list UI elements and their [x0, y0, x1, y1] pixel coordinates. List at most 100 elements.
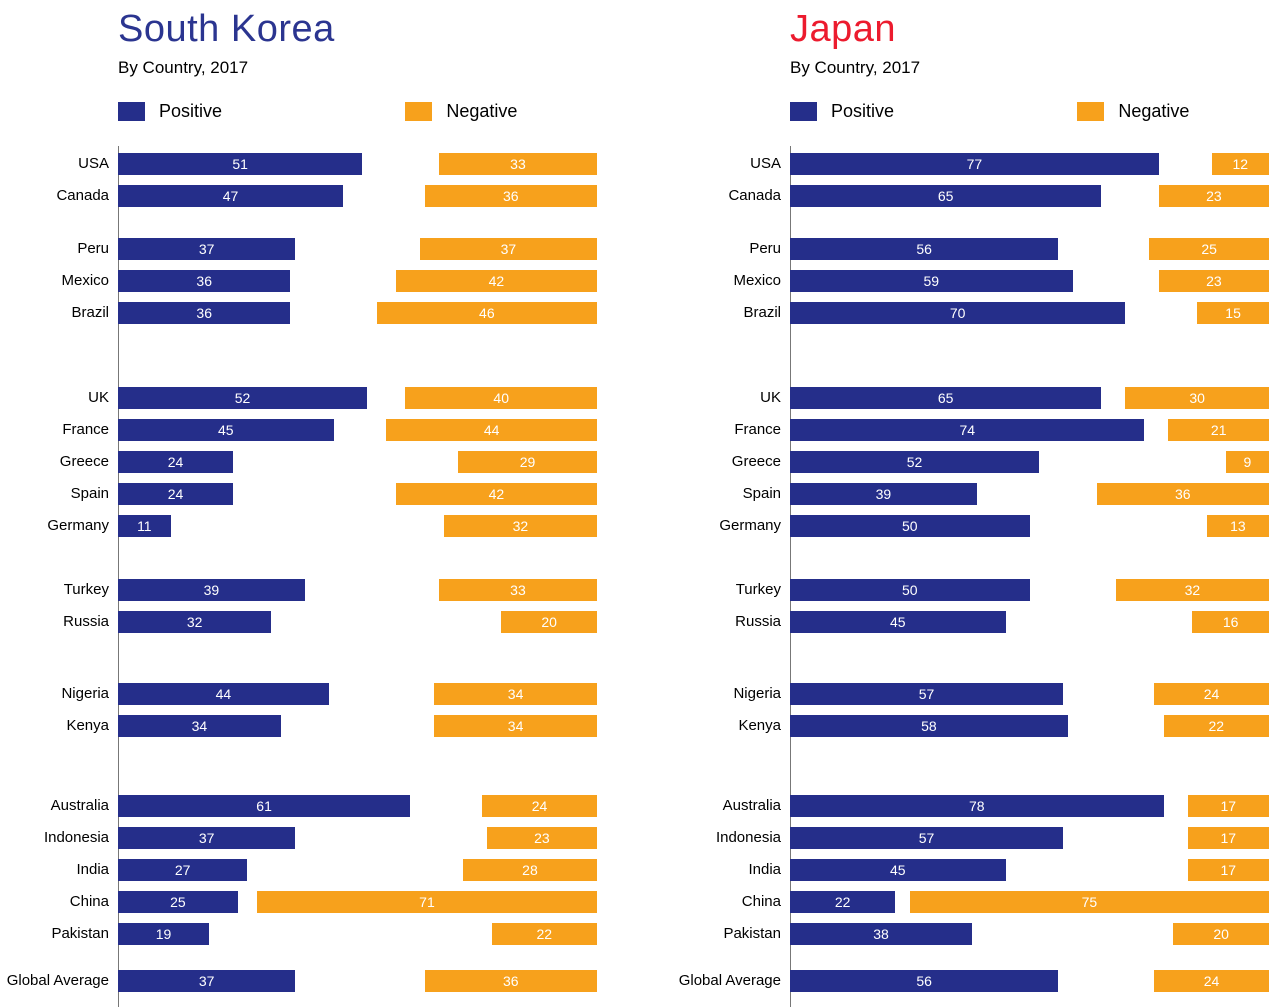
category-label: Brazil [743, 304, 781, 322]
bar-row: Pakistan 19 22 [0, 918, 597, 950]
category-label: Australia [722, 797, 781, 815]
positive-bar: 34 [118, 714, 281, 737]
legend: Positive Negative [118, 101, 597, 121]
category-label: India [748, 861, 781, 879]
bar-value-label: 25 [1201, 240, 1217, 257]
bar-value-label: 57 [918, 829, 935, 846]
bar-value-label: 71 [419, 893, 435, 910]
negative-bar: 42 [395, 482, 597, 505]
bar-row: Greece 52 9 [672, 446, 1269, 478]
category-label: Greece [59, 453, 109, 471]
bar-track: 44 34 [118, 682, 597, 705]
bar-value-label: 24 [167, 485, 184, 502]
category-label: Greece [731, 453, 781, 471]
bar-value-label: 32 [1184, 581, 1201, 598]
bar-value-label: 22 [1208, 717, 1225, 734]
positive-bar: 77 [790, 152, 1159, 175]
bar-value-label: 20 [541, 613, 557, 630]
bar-value-label: 58 [921, 717, 937, 734]
bar-value-label: 27 [174, 861, 191, 878]
positive-bar: 57 [790, 826, 1064, 849]
bar-value-label: 33 [510, 581, 526, 598]
bar-track: 37 36 [118, 969, 597, 992]
positive-bar: 37 [118, 826, 296, 849]
bar-row: China 25 71 [0, 886, 597, 918]
positive-bar: 32 [118, 610, 272, 633]
bar-row: India 27 28 [0, 854, 597, 886]
bar-value-label: 15 [1225, 304, 1241, 321]
bar-track: 24 29 [118, 450, 597, 473]
bar-track: 57 24 [790, 682, 1269, 705]
bar-value-label: 22 [834, 893, 851, 910]
bar-value-label: 23 [1206, 187, 1222, 204]
negative-bar: 17 [1187, 858, 1269, 881]
legend-item-negative: Negative [405, 101, 517, 122]
bar-value-label: 65 [937, 389, 954, 406]
bar-value-label: 12 [1232, 155, 1249, 172]
bar-value-label: 46 [479, 304, 495, 321]
category-label: USA [78, 155, 109, 173]
bar-value-label: 34 [191, 717, 208, 734]
bar-row: Mexico 36 42 [0, 265, 597, 297]
bar-row: India 45 17 [672, 854, 1269, 886]
bar-value-label: 9 [1243, 453, 1252, 470]
category-label: Turkey [63, 581, 109, 599]
bar-row: Brazil 36 46 [0, 297, 597, 329]
category-label: UK [760, 389, 781, 407]
negative-bar: 12 [1211, 152, 1269, 175]
category-label: Pakistan [723, 925, 781, 943]
legend-label-positive: Positive [159, 100, 223, 121]
bar-track: 11 32 [118, 514, 597, 537]
bar-row: USA 77 12 [672, 148, 1269, 180]
bar-value-label: 59 [923, 272, 940, 289]
bar-value-label: 50 [901, 581, 918, 598]
bar-value-label: 23 [1206, 272, 1222, 289]
category-label: USA [750, 155, 781, 173]
chart-rows: USA 77 12 Canada 65 23 Peru 56 25 Mexico 59 23 Brazi… [672, 145, 1269, 1007]
positive-bar: 74 [790, 418, 1145, 441]
negative-bar: 23 [486, 826, 597, 849]
positive-bar: 44 [118, 682, 329, 705]
category-label: Russia [735, 613, 781, 631]
negative-bar: 9 [1225, 450, 1269, 473]
bar-value-label: 17 [1220, 861, 1237, 878]
category-label: Global Average [678, 972, 781, 990]
positive-bar: 39 [118, 578, 305, 601]
category-label: Germany [47, 517, 109, 535]
bar-value-label: 36 [1174, 485, 1191, 502]
bar-value-label: 77 [966, 155, 983, 172]
bar-track: 51 33 [118, 152, 597, 175]
bar-row: Nigeria 44 34 [0, 678, 597, 710]
negative-bar: 33 [438, 152, 597, 175]
bar-track: 25 71 [118, 890, 597, 913]
negative-bar: 20 [1173, 922, 1269, 945]
category-label: Australia [50, 797, 109, 815]
negative-bar: 36 [424, 184, 597, 207]
bar-value-label: 42 [488, 485, 505, 502]
negative-bar: 29 [458, 450, 597, 473]
bar-value-label: 32 [512, 517, 529, 534]
bar-value-label: 24 [531, 797, 548, 814]
bar-track: 36 46 [118, 301, 597, 324]
negative-bar: 44 [386, 418, 597, 441]
bar-value-label: 33 [510, 155, 526, 172]
bar-row: Australia 61 24 [0, 790, 597, 822]
bar-value-label: 37 [198, 829, 215, 846]
positive-bar: 45 [790, 858, 1006, 881]
bar-value-label: 21 [1210, 421, 1227, 438]
positive-bar: 45 [790, 610, 1006, 633]
bar-value-label: 24 [1203, 972, 1220, 989]
bar-value-label: 50 [901, 517, 918, 534]
bar-row: Turkey 39 33 [0, 574, 597, 606]
bar-row: Russia 45 16 [672, 606, 1269, 638]
category-label: China [741, 893, 781, 911]
bar-row: USA 51 33 [0, 148, 597, 180]
bar-row: France 45 44 [0, 414, 597, 446]
bar-track: 78 17 [790, 794, 1269, 817]
bar-row: Mexico 59 23 [672, 265, 1269, 297]
bar-group: USA 77 12 Canada 65 23 [672, 148, 1269, 212]
category-label: Global Average [6, 972, 109, 990]
negative-bar: 22 [491, 922, 597, 945]
bar-value-label: 36 [502, 187, 519, 204]
bar-value-label: 56 [916, 972, 932, 989]
